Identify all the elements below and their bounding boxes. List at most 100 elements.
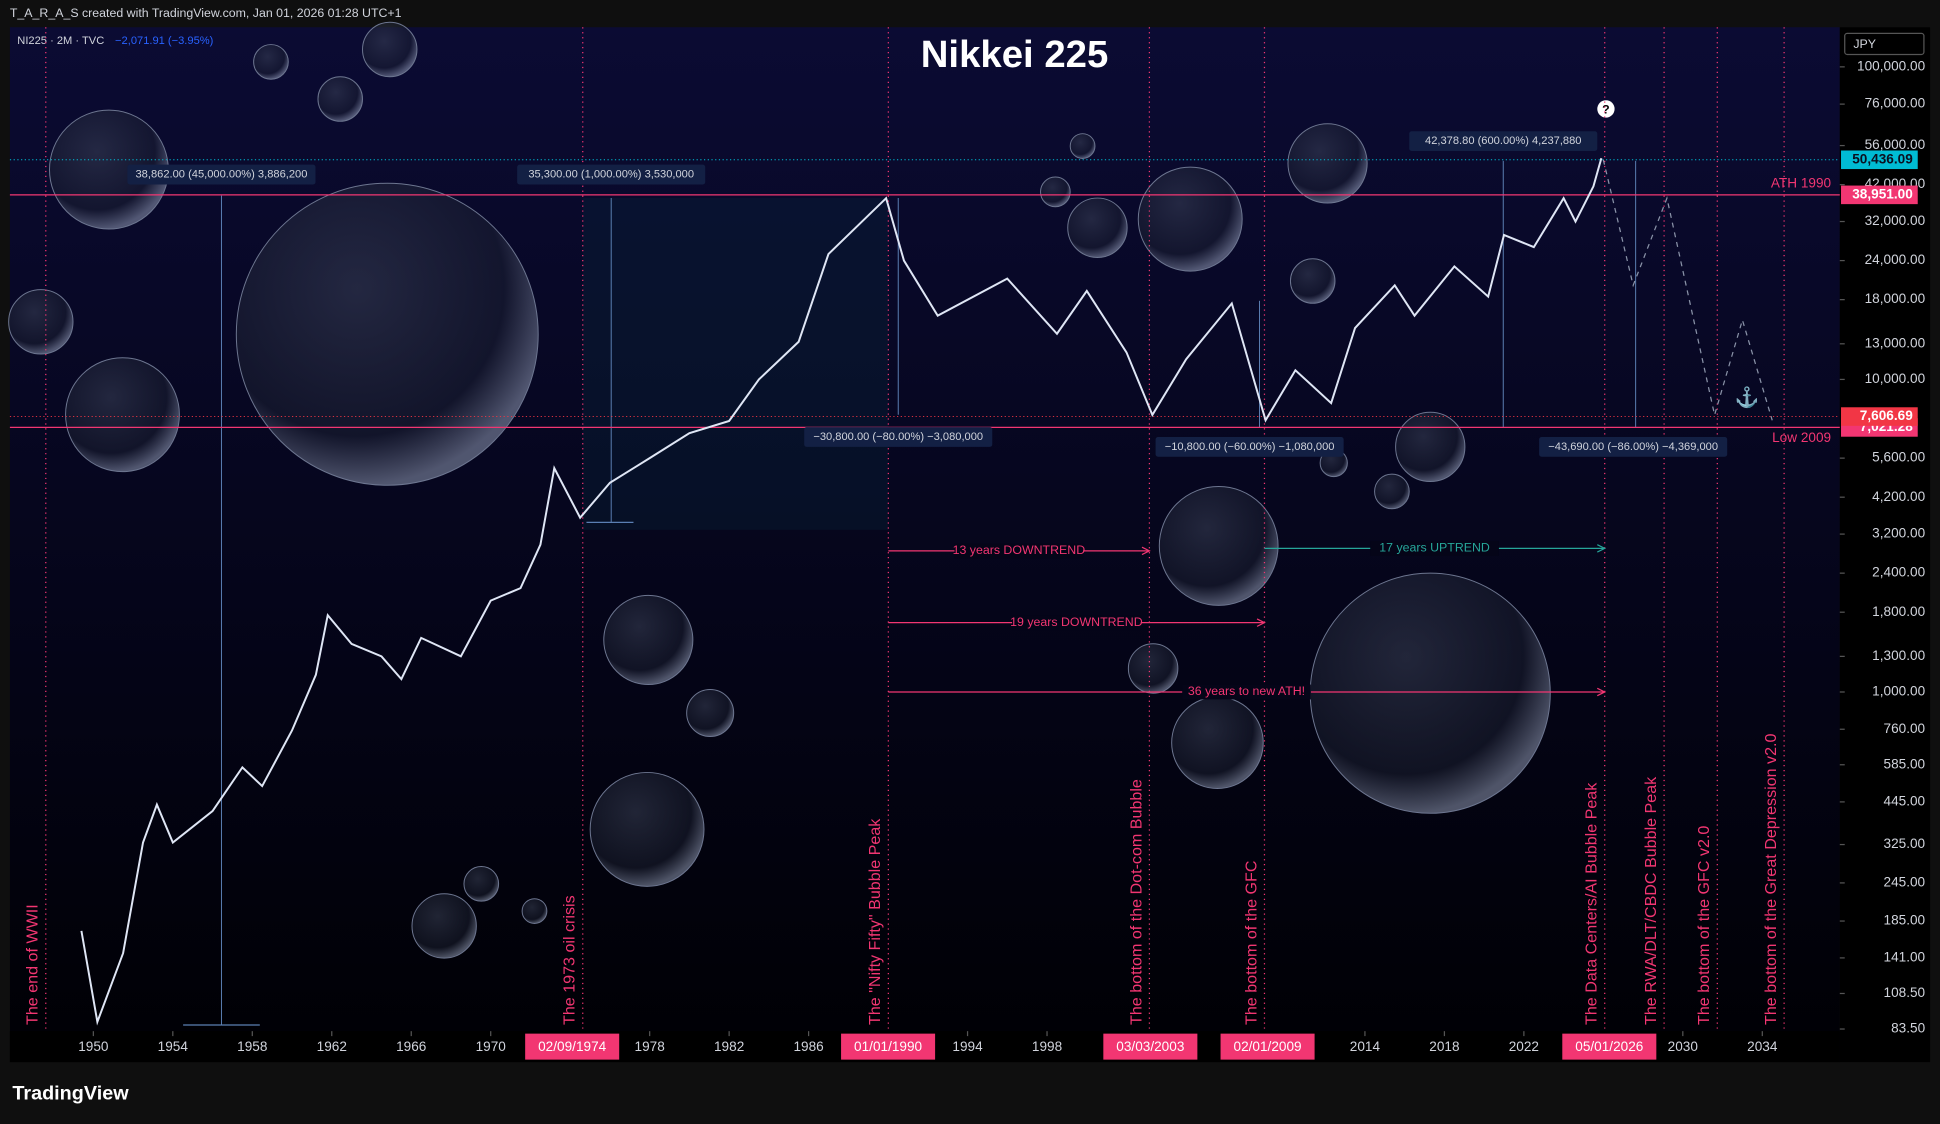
price-label: 50,436.09 bbox=[1852, 151, 1913, 166]
span-label-bg bbox=[1012, 615, 1141, 631]
x-tick-label: 1986 bbox=[793, 1039, 823, 1054]
x-tick-label: 1982 bbox=[714, 1039, 744, 1054]
span-label-bg bbox=[1370, 540, 1499, 556]
event-label: The RWA/DLT/CBDC Bubble Peak bbox=[1642, 776, 1660, 1025]
span-arrowhead bbox=[1597, 544, 1607, 553]
plot-area bbox=[9, 27, 1840, 1063]
y-tick-label: 100,000.00 bbox=[1857, 58, 1926, 73]
y-tick-label: 10,000.00 bbox=[1865, 371, 1926, 386]
anchor-icon: ⚓ bbox=[1735, 386, 1760, 409]
span-label-bg bbox=[954, 543, 1084, 559]
date-label: 03/03/2003 bbox=[1116, 1039, 1184, 1054]
y-tick-label: 32,000.00 bbox=[1865, 213, 1926, 228]
x-tick-label: 1966 bbox=[396, 1039, 426, 1054]
measure-label: −10,800.00 (−60.00%) −1,080,000 bbox=[1165, 441, 1335, 453]
date-label: 02/09/1974 bbox=[538, 1039, 607, 1054]
x-tick-label: 1978 bbox=[635, 1039, 665, 1054]
y-tick-label: 3,200.00 bbox=[1872, 526, 1925, 541]
event-label: The bottom of the GFC bbox=[1242, 860, 1260, 1024]
date-label-box bbox=[1562, 1033, 1657, 1060]
y-tick-label: 4,200.00 bbox=[1872, 489, 1925, 504]
event-label: The bottom of the Dot-com Bubble bbox=[1127, 779, 1145, 1025]
y-tick-label: 325.00 bbox=[1884, 836, 1926, 851]
span-arrowhead bbox=[1597, 687, 1607, 697]
date-label: 05/01/2026 bbox=[1575, 1039, 1643, 1054]
question-icon bbox=[1597, 100, 1615, 118]
x-tick-label: 2018 bbox=[1429, 1039, 1459, 1054]
measure-label: −30,800.00 (−80.00%) −3,080,000 bbox=[813, 431, 983, 443]
date-label: 02/01/2009 bbox=[1234, 1039, 1302, 1054]
measure-box bbox=[517, 164, 706, 185]
y-tick-label: 1,000.00 bbox=[1872, 684, 1925, 699]
date-label-box bbox=[841, 1033, 936, 1060]
measure-box bbox=[1539, 436, 1728, 457]
x-tick-label: 1962 bbox=[317, 1039, 347, 1054]
span-label: 17 years UPTREND bbox=[1379, 541, 1490, 555]
x-tick-label: 2030 bbox=[1668, 1039, 1699, 1054]
y-tick-label: 24,000.00 bbox=[1865, 252, 1926, 267]
x-tick-label: 1994 bbox=[952, 1039, 983, 1054]
symbol: NI225 · 2M · TVC bbox=[17, 35, 104, 47]
event-label: The 1973 oil crisis bbox=[561, 895, 579, 1025]
x-tick-label: 1998 bbox=[1032, 1039, 1062, 1054]
price-label: 7,606.69 bbox=[1860, 408, 1913, 423]
x-tick-label: 2034 bbox=[1747, 1039, 1778, 1054]
x-tick-label: 2022 bbox=[1509, 1039, 1539, 1054]
span-label: 36 years to new ATH! bbox=[1188, 684, 1305, 698]
level-price: 38,951.00 bbox=[1852, 186, 1913, 201]
y-tick-label: 760.00 bbox=[1884, 721, 1926, 736]
y-tick-label: 445.00 bbox=[1884, 793, 1926, 808]
price-box bbox=[1841, 407, 1918, 426]
currency-box bbox=[1844, 32, 1925, 56]
date-label-box bbox=[1103, 1033, 1198, 1060]
y-tick-label: 13,000.00 bbox=[1865, 335, 1926, 350]
y-tick-label: 18,000.00 bbox=[1865, 291, 1926, 306]
y-tick-label: 83.50 bbox=[1891, 1021, 1925, 1036]
bubbles bbox=[8, 21, 1551, 959]
event-label: The bottom of the Great Depression v2.0 bbox=[1762, 733, 1780, 1024]
brand: TradingView bbox=[12, 1083, 129, 1105]
x-tick-label: 1958 bbox=[237, 1039, 267, 1054]
y-tick-label: 76,000.00 bbox=[1865, 96, 1926, 111]
y-tick-label: 1,800.00 bbox=[1872, 604, 1925, 619]
level-name: ATH 1990 bbox=[1771, 175, 1832, 190]
level-name: Low 2009 bbox=[1772, 430, 1831, 445]
span-label: 13 years DOWNTREND bbox=[953, 543, 1086, 557]
y-tick-label: 1,300.00 bbox=[1872, 648, 1925, 663]
measure-box bbox=[1409, 131, 1598, 152]
y-tick-label: 108.50 bbox=[1884, 985, 1926, 1000]
y-tick-label: 5,600.00 bbox=[1872, 450, 1925, 465]
x-tick-label: 1954 bbox=[158, 1039, 189, 1054]
span-label: 19 years DOWNTREND bbox=[1010, 615, 1143, 629]
y-tick-label: 185.00 bbox=[1884, 913, 1926, 928]
question-mark: ? bbox=[1602, 102, 1610, 116]
measure-label: −43,690.00 (−86.00%) −4,369,000 bbox=[1548, 441, 1718, 453]
event-label: The end of WWII bbox=[24, 904, 42, 1025]
price-line bbox=[80, 157, 1603, 1026]
change: −2,071.91 (−3.95%) bbox=[115, 35, 214, 47]
x-tick-label: 1950 bbox=[78, 1039, 109, 1054]
date-label-box bbox=[1220, 1033, 1315, 1060]
measure-label: 42,378.80 (600.00%) 4,237,880 bbox=[1425, 135, 1581, 147]
span-arrowhead bbox=[1256, 618, 1266, 627]
date-label-box bbox=[525, 1033, 620, 1060]
measure-zone bbox=[582, 198, 889, 530]
x-tick-label: 1970 bbox=[476, 1039, 507, 1054]
measure-label: 38,862.00 (45,000.00%) 3,886,200 bbox=[136, 168, 308, 180]
level-price-box bbox=[1841, 185, 1918, 205]
y-tick-label: 56,000.00 bbox=[1865, 137, 1926, 152]
y-tick-label: 585.00 bbox=[1884, 756, 1926, 771]
watermark: T_A_R_A_S created with TradingView.com, … bbox=[10, 6, 402, 20]
y-tick-label: 2,400.00 bbox=[1872, 565, 1925, 580]
event-label: The Data Centers/AI Bubble Peak bbox=[1583, 782, 1601, 1025]
chart-title: Nikkei 225 bbox=[921, 33, 1109, 76]
price-box bbox=[1841, 150, 1918, 170]
x-tick-label: 2014 bbox=[1350, 1039, 1381, 1054]
measure-box bbox=[127, 164, 316, 185]
y-tick-label: 245.00 bbox=[1884, 875, 1926, 890]
y-tick-label: 141.00 bbox=[1884, 950, 1926, 965]
currency: JPY bbox=[1853, 37, 1876, 51]
event-label: The bottom of the GFC v2.0 bbox=[1695, 826, 1713, 1025]
